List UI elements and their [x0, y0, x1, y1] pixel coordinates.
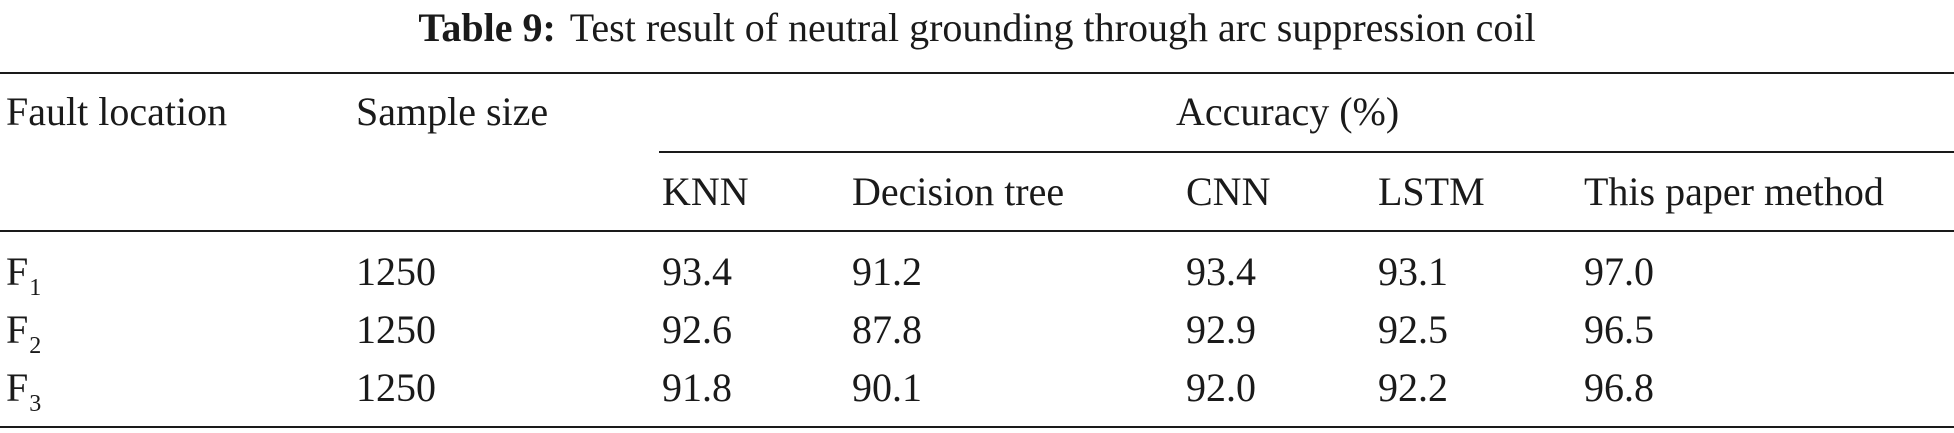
cell-decision-tree: 91.2	[852, 249, 922, 294]
row-sample-size: 1250	[356, 307, 436, 352]
row-fault-location: F3	[6, 365, 42, 417]
header-cnn: CNN	[1186, 169, 1271, 214]
top-rule	[0, 72, 1954, 74]
cell-knn: 92.6	[662, 307, 732, 352]
header-accuracy: Accuracy (%)	[1176, 89, 1400, 134]
table-title: Test result of neutral grounding through…	[569, 5, 1536, 50]
cell-this-paper-method: 96.5	[1584, 307, 1654, 352]
header-knn: KNN	[662, 169, 749, 214]
row-sample-size: 1250	[356, 365, 436, 410]
row-fault-location: F1	[6, 249, 42, 301]
header-decision-tree: Decision tree	[852, 169, 1065, 214]
table-label: Table 9:	[418, 5, 556, 50]
cell-cnn: 92.9	[1186, 307, 1256, 352]
header-lstm: LSTM	[1378, 169, 1485, 214]
cell-this-paper-method: 96.8	[1584, 365, 1654, 410]
header-rule	[0, 230, 1954, 232]
cell-knn: 93.4	[662, 249, 732, 294]
row-fault-location: F2	[6, 307, 42, 359]
accuracy-group-rule	[659, 151, 1954, 153]
cell-lstm: 92.5	[1378, 307, 1448, 352]
header-this-paper-method: This paper method	[1584, 169, 1884, 214]
bottom-rule	[0, 426, 1954, 428]
cell-lstm: 92.2	[1378, 365, 1448, 410]
cell-cnn: 92.0	[1186, 365, 1256, 410]
cell-knn: 91.8	[662, 365, 732, 410]
cell-this-paper-method: 97.0	[1584, 249, 1654, 294]
cell-decision-tree: 87.8	[852, 307, 922, 352]
table-caption: Table 9: Test result of neutral grounding…	[0, 4, 1954, 52]
header-sample-size: Sample size	[356, 89, 549, 134]
cell-cnn: 93.4	[1186, 249, 1256, 294]
header-fault-location: Fault location	[6, 89, 228, 134]
cell-lstm: 93.1	[1378, 249, 1448, 294]
cell-decision-tree: 90.1	[852, 365, 922, 410]
row-sample-size: 1250	[356, 249, 436, 294]
